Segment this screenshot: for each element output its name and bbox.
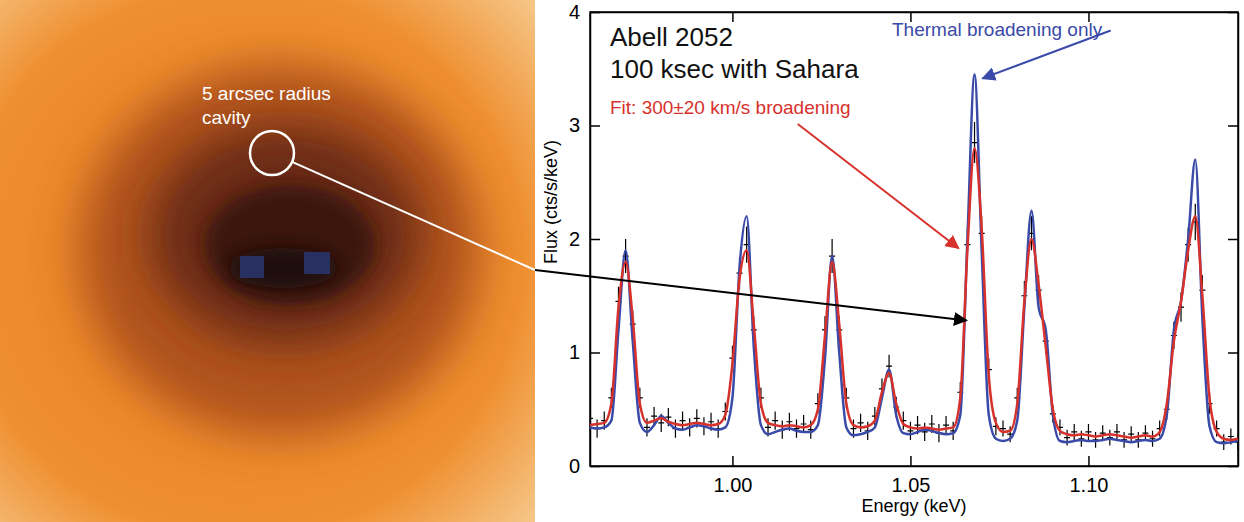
image-background	[0, 0, 535, 522]
image-halo	[80, 65, 480, 435]
tick	[1228, 126, 1238, 127]
axis-line	[591, 466, 1239, 468]
image-glow	[150, 125, 420, 345]
tick: 1	[569, 341, 600, 363]
tick: 2	[569, 228, 600, 250]
error-bar	[772, 412, 778, 430]
tick-mark	[1088, 456, 1090, 466]
model-line	[590, 148, 1238, 440]
error-bar	[1000, 421, 1006, 437]
tick-mark	[1228, 466, 1238, 468]
tick-label: 1.05	[891, 474, 930, 496]
tick-label: 2	[569, 228, 580, 250]
image-nucleus	[228, 248, 338, 288]
data-points	[590, 122, 1238, 450]
tick	[1228, 239, 1238, 240]
tick: 0	[569, 455, 600, 477]
image-label: 5 arcsec radiuscavity	[202, 83, 331, 128]
x-axis-title: Energy (keV)	[861, 496, 966, 516]
tick	[1228, 353, 1238, 354]
cavity-circle	[250, 131, 294, 175]
annotation: Fit: 300±20 km/s broadening	[610, 97, 851, 118]
tick: 1.05	[891, 456, 930, 496]
error-bar	[801, 415, 807, 433]
image-core	[205, 185, 375, 305]
error-bar	[1071, 424, 1077, 440]
tick-mark	[1228, 352, 1238, 354]
error-bar	[1128, 426, 1134, 442]
y-axis-title: Flux (cts/s/keV)	[541, 140, 561, 264]
error-bar	[1150, 431, 1156, 447]
image-spot	[240, 256, 264, 278]
leader-arrow	[535, 270, 967, 320]
tick-mark	[1228, 239, 1238, 241]
tick: 1.00	[713, 456, 752, 496]
tick	[732, 12, 733, 22]
error-bar	[680, 412, 686, 430]
tick-label: 1.00	[713, 474, 752, 496]
error-bar	[907, 422, 913, 440]
y-axis: 0 1 2 3 4	[569, 1, 600, 477]
tick-label: 1.10	[1069, 474, 1108, 496]
tick: 3	[569, 114, 600, 136]
annotation-arrow	[798, 124, 959, 248]
figure: 5 arcsec radiuscavity 1.00 1.05 1.10 0 1 2 3 4 Ab…	[0, 0, 1244, 522]
tick-mark	[1228, 125, 1238, 127]
plot-area	[590, 74, 1238, 450]
annotation: Thermal broadening only	[892, 19, 1103, 40]
leader-line	[292, 162, 535, 270]
annotation-arrow	[983, 31, 1111, 79]
tick	[1228, 12, 1238, 13]
tick-mark	[1228, 12, 1238, 14]
tick-label: 0	[569, 455, 580, 477]
subtitle: 100 ksec with Sahara	[610, 54, 859, 84]
plot-frame	[590, 12, 1238, 466]
xray-image	[0, 0, 535, 522]
tick: 4	[569, 1, 600, 23]
error-bar	[1114, 424, 1120, 440]
tick-mark	[732, 456, 734, 466]
image-spot	[304, 252, 330, 274]
tick-mark	[910, 456, 912, 466]
error-bar	[922, 423, 928, 441]
error-bar	[1085, 424, 1091, 440]
tick-mark	[590, 352, 600, 354]
tick-mark	[590, 239, 600, 241]
error-bar	[794, 419, 800, 437]
tick-mark	[590, 466, 600, 468]
error-bar	[943, 416, 949, 434]
axis-line	[591, 12, 1239, 14]
tick-mark	[590, 125, 600, 127]
tick: 1.10	[1069, 456, 1108, 496]
tick-label: 1	[569, 341, 580, 363]
tick-mark	[732, 12, 734, 22]
tick-mark	[590, 12, 600, 14]
error-bar	[858, 414, 864, 432]
y-axis-right	[1228, 13, 1239, 467]
tick	[1228, 466, 1238, 467]
tick-label: 3	[569, 114, 580, 136]
x-axis: 1.00 1.05 1.10	[591, 456, 1239, 496]
tick-label: 4	[569, 1, 580, 23]
model-line	[590, 74, 1238, 443]
title: Abell 2052	[610, 22, 733, 52]
